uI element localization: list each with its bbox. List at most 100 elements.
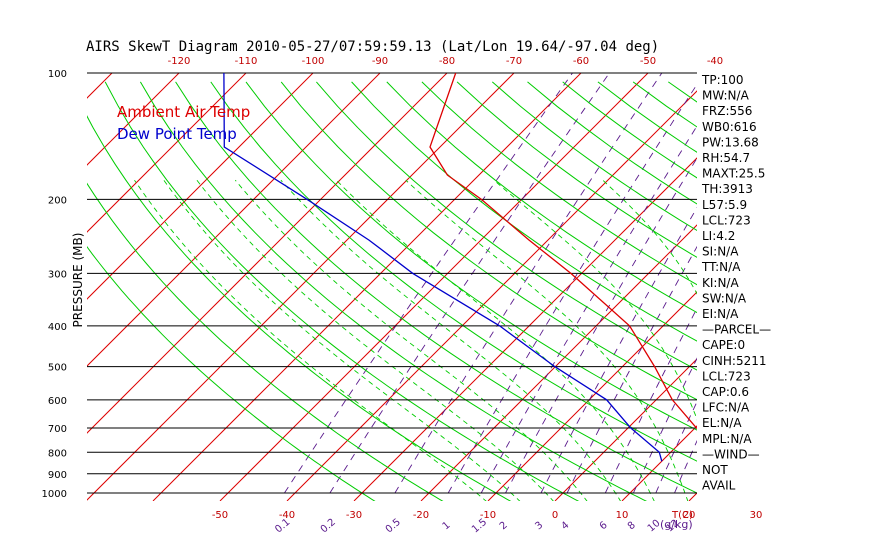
mixing-ratio-line	[674, 439, 697, 494]
moist-adiabat	[234, 179, 588, 501]
isotherm-line	[87, 73, 180, 166]
dry-adiabat	[280, 81, 697, 401]
isotherm-line	[823, 73, 870, 501]
pressure-tick-label: 800	[48, 448, 67, 459]
mixing-ratio-tick: 2	[498, 520, 510, 533]
side-panel-entry: LCL:723	[702, 213, 751, 227]
mixing-ratio-line	[566, 245, 697, 494]
temp-tick-bottom: 30	[750, 510, 763, 521]
pressure-tick-label: 900	[48, 470, 67, 481]
temp-tick-bottom: -50	[212, 510, 228, 521]
side-panel-entry: LCL:723	[702, 369, 751, 383]
moist-adiabat	[493, 179, 697, 421]
moist-adiabat	[280, 179, 622, 501]
isotherm-line	[0, 73, 45, 501]
mixing-ratio-tick: 1	[441, 520, 453, 533]
side-panel-entry: —WIND—	[702, 447, 760, 461]
dry-adiabat	[87, 182, 444, 501]
mixing-ratio-line	[505, 157, 697, 494]
chart-title: AIRS SkewT Diagram 2010-05-27/07:59:59.1…	[86, 39, 659, 55]
dry-adiabat	[104, 81, 580, 501]
temp-tick-bottom: -30	[346, 510, 362, 521]
mixing-ratio-line	[655, 400, 697, 494]
side-panel-entry: EL:N/A	[702, 416, 742, 430]
temp-tick-bottom: 0	[552, 510, 558, 521]
side-panel-entry: PW:13.68	[702, 135, 759, 149]
mixing-ratio-line	[284, 73, 573, 494]
side-panel-entry: MW:N/A	[702, 89, 750, 103]
temp-tick-bottom: -10	[480, 510, 496, 521]
pressure-tick-label: 500	[48, 363, 67, 374]
dry-adiabat	[527, 81, 697, 205]
isotherm-line	[756, 73, 870, 501]
dry-adiabat	[87, 245, 376, 501]
isobars	[87, 72, 697, 494]
dry-adiabat	[351, 81, 697, 342]
dry-adiabat	[844, 82, 870, 502]
mixing-ratio-unit-label: (g/kg)	[660, 518, 693, 531]
side-panel-entry: KI:N/A	[702, 276, 739, 290]
temp-tick-top: -70	[506, 56, 522, 67]
y-axis-label: PRESSURE (MB)	[71, 233, 85, 328]
temp-tick-bottom: 10	[616, 510, 629, 521]
isotherm-line	[286, 90, 697, 501]
dry-adiabat	[316, 81, 697, 371]
side-panel-entry: CINH:5211	[702, 354, 767, 368]
side-panel-entry: WB0:616	[702, 120, 757, 134]
side-panel-entry: MPL:N/A	[702, 432, 752, 446]
mixing-ratio-tick: 0.2	[319, 517, 338, 536]
pressure-tick-label: 100	[48, 69, 67, 80]
moist-adiabat	[336, 179, 655, 501]
temp-tick-top: -80	[439, 56, 455, 67]
legend-entry-ambient-air-temp: Ambient Air Temp	[117, 103, 250, 121]
dry-adiabat	[210, 81, 697, 462]
pressure-tick-label: 200	[48, 195, 67, 206]
isotherm-line	[353, 157, 697, 501]
dry-adiabat	[421, 81, 697, 286]
legend-entry-dew-point-temp: Dew Point Temp	[117, 125, 237, 143]
temp-tick-top: -100	[302, 56, 325, 67]
pressure-tick-label: 1000	[42, 489, 67, 500]
moist-adiabat	[163, 179, 521, 501]
side-panel-entry: CAP:0.6	[702, 385, 749, 399]
temp-tick-top: -120	[168, 56, 191, 67]
side-panel-entry: EI:N/A	[702, 307, 739, 321]
dry-adiabat	[491, 81, 697, 232]
mixing-ratio-line	[773, 73, 870, 493]
moist-adiabat	[134, 179, 487, 501]
isotherm-line	[554, 358, 697, 501]
isotherm-line	[87, 73, 314, 300]
side-panel-entry: TH:3913	[701, 182, 753, 196]
isotherm-line	[152, 73, 582, 501]
series-line-ambient-air-temp	[429, 73, 697, 430]
mixing-ratio-line	[394, 73, 663, 494]
mixing-ratio-line	[540, 206, 697, 494]
temp-tick-bottom: 20	[683, 510, 696, 521]
dry-adiabat	[139, 81, 648, 501]
mixing-ratio-line	[480, 125, 697, 494]
side-panel-entry: CAPE:0	[702, 338, 745, 352]
profile-lines	[223, 73, 697, 462]
background-lines	[0, 73, 870, 502]
temp-tick-top: -50	[640, 56, 656, 67]
moist-adiabat	[196, 179, 554, 501]
dry-adiabat	[87, 115, 512, 501]
series-line-dew-point-temp	[223, 73, 663, 462]
mixing-ratio-tick: 3	[533, 520, 545, 533]
side-panel-entry: TP:100	[701, 73, 744, 87]
temp-tick-top: -40	[707, 56, 723, 67]
isotherm-line	[487, 291, 697, 501]
isotherm-line	[87, 73, 247, 233]
temp-tick-bottom: -20	[413, 510, 429, 521]
isotherm-line	[621, 425, 697, 501]
side-panel-entry: SW:N/A	[702, 291, 747, 305]
isotherm-line	[87, 73, 515, 501]
isotherm-line	[87, 73, 381, 367]
side-panel-entry: AVAIL	[702, 479, 736, 493]
dry-adiabat	[386, 81, 697, 314]
mixing-ratio-line	[604, 307, 697, 494]
pressure-tick-label: 700	[48, 424, 67, 435]
isotherm-line	[87, 73, 448, 434]
mixing-ratio-tick: 4	[560, 520, 572, 533]
dry-adiabat	[668, 81, 697, 103]
